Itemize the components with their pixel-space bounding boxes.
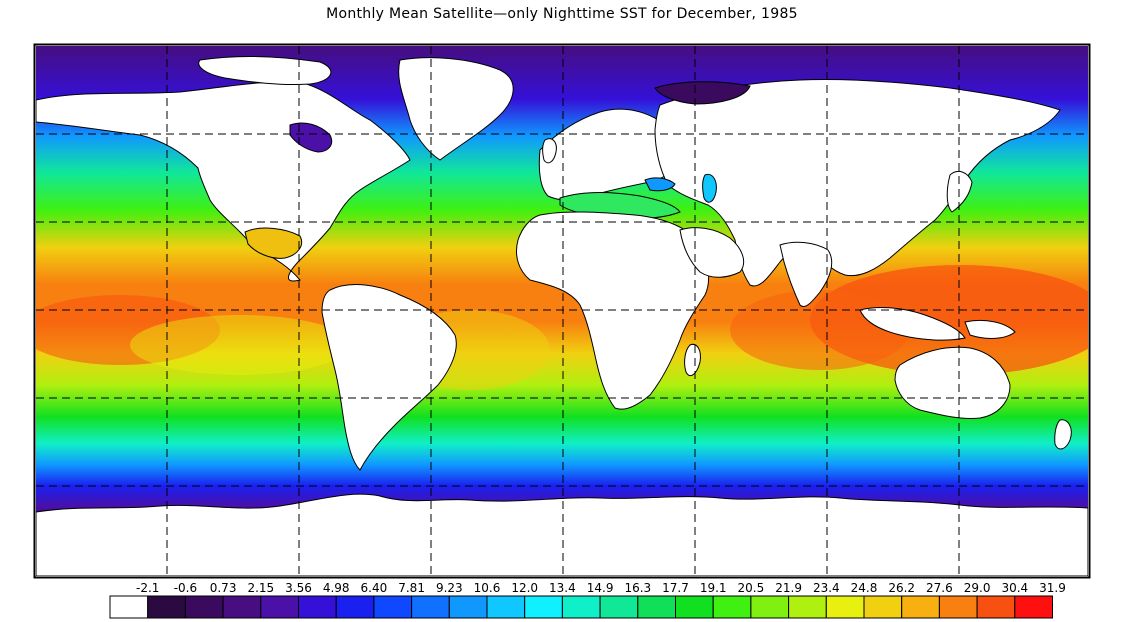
- colorbar-tick-label: 0.73: [210, 581, 237, 595]
- colorbar-swatch: [335, 595, 375, 619]
- colorbar-swatch: [448, 595, 488, 619]
- colorbar-tick-label: 30.4: [1001, 581, 1028, 595]
- colorbar-tick-label: 29.0: [964, 581, 991, 595]
- india: [779, 241, 833, 307]
- map-frame: [33, 43, 1091, 579]
- colorbar-swatch: [486, 595, 526, 619]
- cool-tongue-pacific: [130, 315, 350, 375]
- colorbar-swatch: [147, 595, 186, 619]
- colorbar-tick-label: 19.1: [700, 581, 727, 595]
- madagascar: [684, 343, 701, 377]
- colorbar-tick-label: 2.15: [247, 581, 274, 595]
- british-isles: [542, 138, 557, 164]
- colorbar-swatch: [222, 595, 262, 619]
- new-guinea: [964, 319, 1016, 339]
- colorbar-swatch: [373, 595, 413, 619]
- colorbar-tick-label: 31.9: [1039, 581, 1066, 595]
- colorbar-tick-label: 13.4: [549, 581, 576, 595]
- colorbar-tick-label: 7.81: [398, 581, 425, 595]
- indonesia: [859, 307, 966, 341]
- colorbar-tick-label: 10.6: [474, 581, 501, 595]
- colorbar-swatch: [750, 595, 790, 619]
- colorbar-swatch: [863, 595, 903, 619]
- colorbar-tick-label: 14.9: [587, 581, 614, 595]
- south-america: [321, 284, 457, 471]
- colorbar-tick-label: 24.8: [851, 581, 878, 595]
- colorbar-tick-label: -2.1: [136, 581, 159, 595]
- colorbar-swatch: [675, 595, 714, 619]
- colorbar-tick-label: 17.7: [662, 581, 689, 595]
- black-sea: [644, 177, 676, 192]
- new-zealand: [1054, 419, 1072, 450]
- colorbar-swatch: [637, 595, 676, 619]
- colorbar-tick-label: -0.6: [174, 581, 197, 595]
- colorbar-swatch: [298, 595, 337, 619]
- colorbar-tick-label: 4.98: [323, 581, 350, 595]
- colorbar-swatch: [561, 595, 601, 619]
- colorbar-swatch: [260, 595, 299, 619]
- colorbar-swatch: [825, 595, 865, 619]
- colorbar-swatch: [788, 595, 827, 619]
- colorbar-swatch: [109, 595, 149, 619]
- colorbar-tick-label: 12.0: [511, 581, 538, 595]
- colorbar-tick-label: 21.9: [775, 581, 802, 595]
- colorbar-swatch: [938, 595, 978, 619]
- colorbar-tick-label: 20.5: [738, 581, 765, 595]
- colorbar-tick-labels: -2.1 -0.6 0.73 2.15 3.56 4.98 6.40 7.81 9.23 10.6…: [136, 581, 1066, 595]
- warm-pool-east-pacific: [36, 295, 220, 365]
- colorbar-tick-label: 6.40: [361, 581, 388, 595]
- colorbar-swatch: [976, 595, 1016, 619]
- colorbar-tick-label: 23.4: [813, 581, 840, 595]
- hudson-bay: [289, 122, 333, 153]
- arabian-peninsula: [679, 227, 745, 278]
- colorbar-swatch: [524, 595, 563, 619]
- colorbar-swatch: [411, 595, 450, 619]
- colorbar-swatches: [109, 595, 1053, 619]
- graticule: [36, 46, 1088, 576]
- caspian-sea: [702, 173, 717, 203]
- colorbar-swatch: [712, 595, 752, 619]
- gulf-of-mexico: [244, 227, 303, 259]
- colorbar-swatch: [184, 595, 224, 619]
- colorbar-swatch: [599, 595, 639, 619]
- map-title: Monthly Mean Satellite—only Nighttime SS…: [326, 6, 798, 22]
- colorbar-tick-label: 27.6: [926, 581, 953, 595]
- colorbar-tick-label: 26.2: [888, 581, 915, 595]
- barents-sea: [654, 81, 751, 105]
- colorbar-swatch: [901, 595, 940, 619]
- colorbar-tick-label: 9.23: [436, 581, 463, 595]
- colorbar-swatch: [1014, 595, 1053, 619]
- colorbar-tick-label: 3.56: [285, 581, 312, 595]
- japan: [946, 171, 973, 213]
- colorbar-tick-label: 16.3: [624, 581, 651, 595]
- australia: [894, 346, 1011, 419]
- arctic-islands: [198, 55, 332, 86]
